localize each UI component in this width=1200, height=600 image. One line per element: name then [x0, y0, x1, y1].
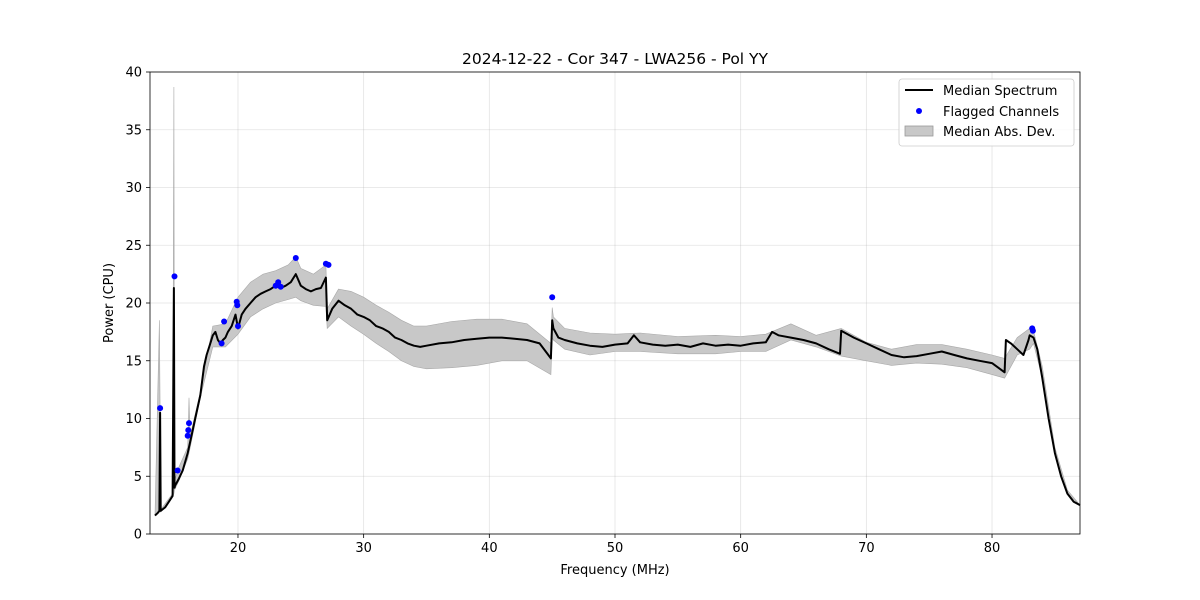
y-tick-label: 15 [125, 354, 142, 369]
flagged-point [292, 255, 299, 261]
flagged-point [221, 318, 228, 325]
flagged-point [185, 427, 192, 434]
x-tick-label: 40 [481, 541, 498, 556]
legend-mad-swatch [904, 125, 934, 137]
x-tick-label: 70 [858, 541, 875, 556]
y-axis-label: Power (CPU) [102, 263, 117, 343]
mad-band-layer [154, 86, 1081, 517]
x-axis-ticks: 20 30 40 50 60 70 80 [230, 534, 1001, 556]
x-tick-label: 20 [230, 541, 247, 556]
chart-title: 2024-12-22 - Cor 347 - LWA256 - Pol YY [462, 50, 768, 68]
y-tick-label: 5 [134, 470, 142, 485]
x-tick-label: 50 [607, 541, 624, 556]
flagged-point [235, 323, 241, 330]
median-line-layer [154, 273, 1081, 517]
legend: Median Spectrum Flagged Channels Median … [898, 78, 1075, 147]
legend-box [898, 78, 1075, 147]
legend-flagged-label: Flagged Channels [943, 105, 1059, 120]
flagged-point [186, 420, 192, 427]
flagged-point [275, 279, 282, 286]
y-tick-label: 20 [125, 297, 142, 312]
y-tick-label: 0 [134, 528, 142, 543]
flagged-point [549, 294, 556, 301]
legend-median-label: Median Spectrum [943, 84, 1057, 99]
x-axis-label: Frequency (MHz) [560, 563, 669, 578]
flagged-point [218, 340, 225, 347]
flagged-point [157, 405, 164, 412]
grid-lines [150, 71, 1080, 535]
flagged-point [184, 432, 191, 439]
legend-flagged-swatch [916, 108, 922, 114]
flagged-point [325, 261, 332, 268]
median-spectrum-line [154, 273, 1081, 517]
flagged-point [174, 467, 181, 474]
y-tick-label: 35 [125, 123, 142, 138]
y-tick-label: 40 [125, 66, 142, 81]
x-tick-label: 30 [355, 541, 372, 556]
flagged-points-layer [157, 255, 1036, 474]
flagged-point [171, 273, 178, 280]
legend-mad-label: Median Abs. Dev. [943, 125, 1055, 140]
flagged-point [277, 283, 284, 290]
y-tick-label: 10 [125, 412, 142, 427]
y-tick-label: 25 [125, 239, 142, 254]
y-axis-ticks: 0 5 10 15 20 25 30 35 40 [125, 66, 150, 543]
flagged-point [1029, 327, 1036, 334]
x-tick-label: 60 [732, 541, 749, 556]
mad-band [154, 86, 1081, 517]
y-tick-label: 30 [125, 181, 142, 196]
x-tick-label: 80 [984, 541, 1001, 556]
flagged-point [234, 302, 241, 309]
